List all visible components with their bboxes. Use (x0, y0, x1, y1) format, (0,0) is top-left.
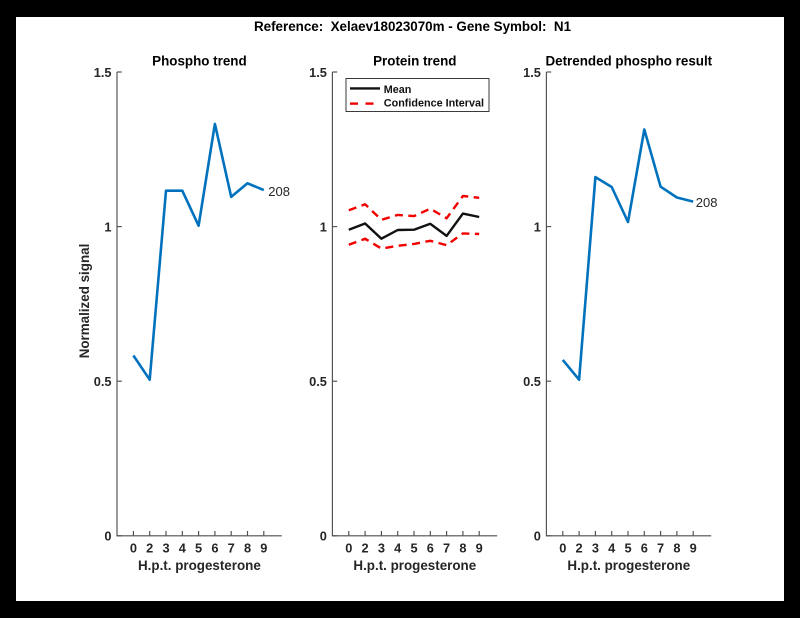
svg-text:H.p.t. progesterone: H.p.t. progesterone (138, 558, 261, 573)
svg-text:5: 5 (195, 541, 202, 556)
svg-text:Confidence Interval: Confidence Interval (384, 98, 484, 110)
svg-text:1.5: 1.5 (309, 65, 327, 80)
svg-text:8: 8 (244, 541, 251, 556)
svg-text:0: 0 (104, 529, 111, 544)
svg-text:208: 208 (268, 184, 290, 199)
svg-text:6: 6 (427, 541, 434, 556)
svg-text:9: 9 (260, 541, 267, 556)
svg-text:8: 8 (673, 541, 680, 556)
svg-text:0: 0 (559, 541, 566, 556)
svg-text:3: 3 (378, 541, 385, 556)
svg-text:1: 1 (534, 220, 541, 235)
svg-text:2: 2 (576, 541, 583, 556)
svg-text:2: 2 (146, 541, 153, 556)
svg-text:1.5: 1.5 (523, 65, 541, 80)
svg-text:208: 208 (696, 195, 718, 210)
svg-text:H.p.t. progesterone: H.p.t. progesterone (353, 558, 476, 573)
svg-text:1: 1 (320, 220, 327, 235)
svg-text:7: 7 (657, 541, 664, 556)
svg-text:Phospho trend: Phospho trend (152, 54, 246, 69)
svg-text:0: 0 (130, 541, 137, 556)
svg-text:7: 7 (443, 541, 450, 556)
svg-text:0.5: 0.5 (523, 374, 541, 389)
svg-text:0: 0 (345, 541, 352, 556)
svg-text:4: 4 (394, 541, 402, 556)
svg-text:5: 5 (624, 541, 631, 556)
svg-text:Mean: Mean (384, 84, 412, 96)
svg-text:4: 4 (608, 541, 616, 556)
svg-text:3: 3 (592, 541, 599, 556)
svg-text:0.5: 0.5 (94, 374, 112, 389)
svg-text:Normalized signal: Normalized signal (77, 244, 92, 359)
svg-text:3: 3 (162, 541, 169, 556)
svg-text:8: 8 (459, 541, 466, 556)
svg-text:7: 7 (228, 541, 235, 556)
svg-text:4: 4 (179, 541, 187, 556)
svg-text:Detrended phospho result: Detrended phospho result (545, 54, 712, 69)
svg-text:6: 6 (641, 541, 648, 556)
svg-text:5: 5 (410, 541, 417, 556)
svg-text:1.5: 1.5 (94, 65, 112, 80)
svg-text:6: 6 (211, 541, 218, 556)
svg-text:0: 0 (320, 529, 327, 544)
svg-text:Protein trend: Protein trend (373, 54, 456, 69)
svg-text:2: 2 (362, 541, 369, 556)
svg-text:H.p.t. progesterone: H.p.t. progesterone (567, 558, 690, 573)
svg-text:1: 1 (104, 220, 111, 235)
svg-text:9: 9 (690, 541, 697, 556)
svg-text:0: 0 (534, 529, 541, 544)
svg-text:0.5: 0.5 (309, 374, 327, 389)
svg-text:Reference: Xelaev18023070m -: Reference: Xelaev18023070m - Gene Symbol… (254, 19, 572, 34)
svg-text:9: 9 (476, 541, 483, 556)
